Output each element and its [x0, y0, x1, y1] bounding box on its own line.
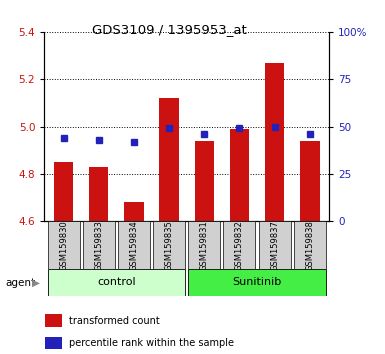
Text: Sunitinib: Sunitinib	[233, 277, 282, 287]
Text: GSM159834: GSM159834	[129, 220, 139, 270]
Bar	[124, 202, 144, 221]
Text: GSM159832: GSM159832	[235, 220, 244, 270]
Bar	[188, 221, 220, 269]
Text: agent: agent	[6, 278, 36, 288]
Bar	[265, 63, 285, 221]
Bar	[259, 221, 291, 269]
Text: percentile rank within the sample: percentile rank within the sample	[69, 338, 234, 348]
Text: GSM159838: GSM159838	[305, 220, 314, 270]
Text: GSM159835: GSM159835	[165, 220, 174, 270]
Text: ▶: ▶	[32, 278, 40, 288]
Bar	[54, 162, 73, 221]
Bar	[294, 221, 326, 269]
Bar	[188, 269, 326, 296]
Bar	[83, 221, 115, 269]
Text: GSM159833: GSM159833	[94, 220, 103, 270]
Bar	[45, 337, 62, 349]
Text: GSM159831: GSM159831	[200, 220, 209, 270]
Bar	[223, 221, 256, 269]
Text: GSM159837: GSM159837	[270, 220, 279, 270]
Text: GDS3109 / 1395953_at: GDS3109 / 1395953_at	[92, 23, 247, 36]
Bar	[300, 141, 320, 221]
Bar	[48, 221, 80, 269]
Text: control: control	[97, 277, 136, 287]
Text: GSM159830: GSM159830	[59, 220, 68, 270]
Bar	[153, 221, 185, 269]
Text: transformed count: transformed count	[69, 316, 159, 326]
Bar	[48, 269, 185, 296]
Bar	[45, 314, 62, 327]
Bar	[230, 129, 249, 221]
Bar	[118, 221, 150, 269]
Bar	[89, 167, 109, 221]
Bar	[195, 141, 214, 221]
Bar	[159, 98, 179, 221]
